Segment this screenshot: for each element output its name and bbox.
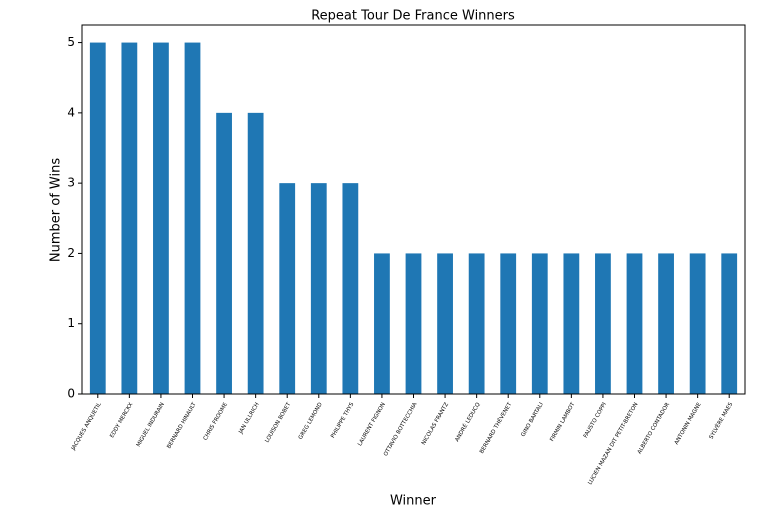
bar: [437, 253, 453, 394]
x-tick-label: FIRMIN LAMBOT: [549, 401, 576, 443]
x-tick-label: CHRIS FROOME: [203, 401, 230, 441]
chart-title: Repeat Tour De France Winners: [311, 9, 515, 24]
x-tick-label: SYLVÈRE MAES: [707, 400, 735, 440]
y-tick-label: 3: [67, 176, 75, 190]
y-tick-label: 4: [67, 105, 75, 119]
y-tick-label: 0: [67, 387, 75, 401]
bar: [500, 253, 517, 394]
bar: [626, 253, 643, 394]
x-tick-label: PHILIPPE THYS: [330, 401, 355, 439]
x-tick-label: MIGUEL INDURAIN: [136, 402, 166, 448]
y-tick-label: 1: [67, 316, 75, 330]
bar: [342, 183, 359, 394]
x-tick-label: ANTONIN MAGNE: [674, 401, 703, 446]
plot-frame: [81, 24, 746, 395]
x-tick-label: EDDY MERCKX: [109, 402, 134, 440]
bar: [721, 253, 738, 394]
x-tick-label: ALBERTO CONTADOR: [637, 402, 671, 456]
bar: [89, 42, 106, 394]
bar: [658, 253, 674, 394]
bar: [121, 42, 138, 394]
y-tick-label: 5: [67, 35, 75, 49]
x-axis-label: Winner: [390, 494, 437, 509]
bar: [247, 112, 264, 394]
bar: [279, 183, 296, 394]
y-axis-label: Number of Wins: [49, 158, 64, 262]
y-tick-label: 2: [67, 246, 75, 260]
bar: [405, 253, 422, 394]
x-tick-label: FAUSTO COPPI: [583, 401, 608, 439]
x-tick-label: NICOLAS FRANTZ: [421, 402, 450, 447]
bar: [563, 253, 580, 394]
bar: [531, 253, 548, 394]
bar: [595, 253, 611, 394]
x-tick-label: BERNARD HINAULT: [166, 401, 198, 450]
bar: [310, 183, 327, 394]
x-tick-label: JACQUES ANQUETIL: [70, 401, 103, 452]
x-tick-label: GREG LEMOND: [298, 402, 324, 441]
bar: [216, 112, 232, 394]
x-tick-label: BERNARD THÉVENET: [477, 400, 513, 455]
x-tick-label: OTTAVIO BOTTECCHIA: [383, 402, 419, 458]
bar: [184, 42, 201, 394]
bar: [689, 253, 706, 394]
x-tick-label: ANDRÉ LEDUCQ: [453, 400, 482, 443]
x-tick-label: LOUISON BOBET: [264, 401, 292, 444]
x-tick-label: JAN ULLRICH: [238, 402, 261, 436]
x-tick-label: LAURENT FIGNON: [357, 402, 387, 448]
x-tick-label: GINO BARTALI: [520, 401, 545, 438]
bar: [153, 42, 169, 394]
bar: [468, 253, 485, 394]
bar: [374, 253, 390, 394]
